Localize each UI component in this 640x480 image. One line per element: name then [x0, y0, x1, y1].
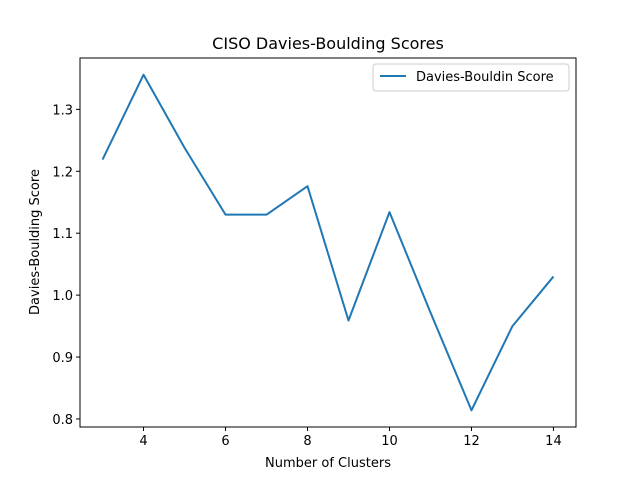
- x-axis-label: Number of Clusters: [265, 456, 391, 471]
- y-tick-label: 0.8: [52, 413, 73, 428]
- y-tick-label: 1.1: [52, 227, 73, 242]
- series-line: [101, 73, 555, 412]
- x-tick-label: 10: [381, 434, 398, 449]
- y-tick-label: 0.9: [52, 351, 73, 366]
- chart-title: CISO Davies-Boulding Scores: [212, 34, 444, 53]
- x-tick-label: 8: [303, 434, 311, 449]
- x-tick-label: 4: [139, 434, 147, 449]
- y-axis-label: Davies-Boulding Score: [28, 169, 43, 315]
- legend: Davies-Bouldin Score: [372, 63, 570, 92]
- y-tick-label: 1.3: [52, 103, 73, 118]
- y-tick-label: 1.0: [52, 289, 73, 304]
- x-tick-label: 12: [463, 434, 480, 449]
- x-tick-label: 6: [221, 434, 229, 449]
- y-tick-label: 1.2: [52, 165, 73, 180]
- plot-area: [79, 57, 577, 428]
- series-layer: [101, 73, 555, 412]
- x-tick-label: 14: [545, 434, 562, 449]
- legend-label: Davies-Bouldin Score: [416, 70, 554, 85]
- plot-frame: [79, 57, 577, 428]
- legend-box: [372, 63, 570, 92]
- x-axis: 4 6 8 10 12 14: [139, 427, 562, 449]
- y-axis: 0.8 0.9 1.0 1.1 1.2 1.3: [52, 103, 80, 428]
